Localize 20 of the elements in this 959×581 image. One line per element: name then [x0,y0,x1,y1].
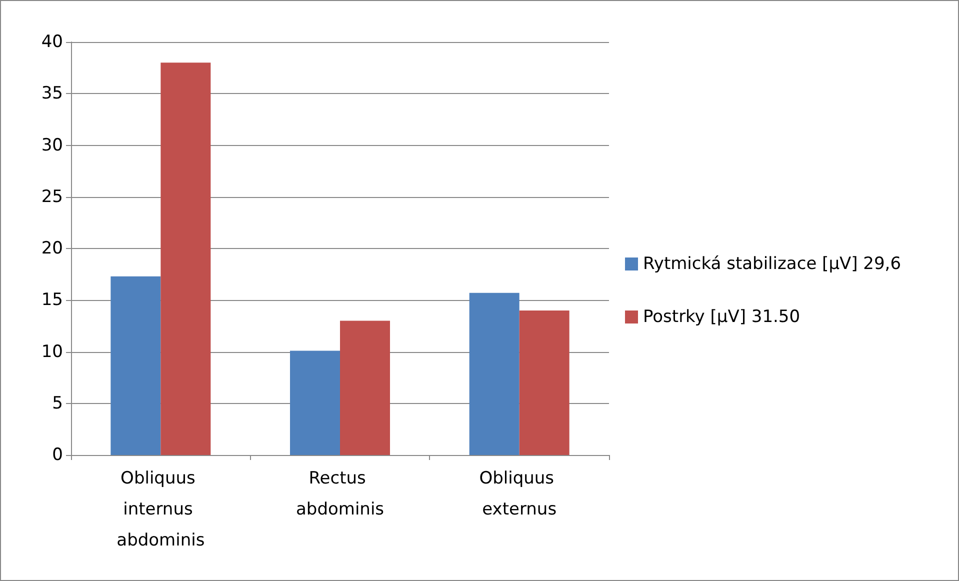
x-tick-label: Obliquus externus [479,468,560,520]
bar [110,276,161,455]
bar [469,292,520,455]
y-tick-label: 5 [52,393,63,414]
bar [519,310,570,455]
legend-label: Rytmická stabilizace [µV] 29,6 [643,254,902,274]
y-tick-label: 25 [41,186,63,207]
y-tick-label: 20 [41,238,63,258]
x-tick-label: Obliquus internus abdominis [116,468,205,550]
bar [160,62,211,455]
y-tick-label: 30 [41,135,63,156]
y-tick-label: 40 [41,32,63,52]
bar [340,320,390,455]
y-tick-label: 0 [52,445,63,465]
x-tick-label: Rectus abdominis [296,468,384,520]
y-tick-label: 10 [41,342,63,362]
bar [290,350,340,455]
y-tick-label: 35 [41,84,63,104]
y-tick-label: 15 [41,290,63,310]
legend-label: Postrky [µV] 31.50 [643,307,800,327]
